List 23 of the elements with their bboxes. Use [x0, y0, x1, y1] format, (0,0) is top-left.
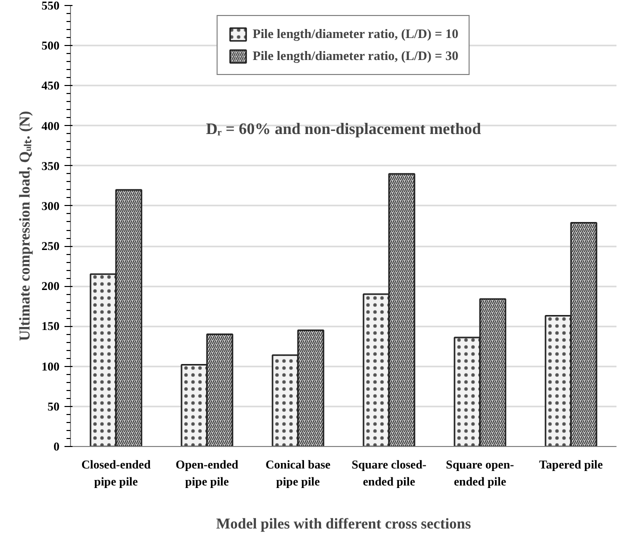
x-axis-title: Model piles with different cross sections — [216, 516, 472, 532]
y-tick-label: 500 — [42, 38, 60, 53]
x-tick-label: Open-ended pipe pile — [176, 458, 239, 488]
y-tick-label: 350 — [42, 158, 60, 173]
annotation: Dᵣ = 60% and non-displacement method — [206, 120, 482, 138]
x-tick-label: Conical base pipe pile — [266, 458, 332, 488]
y-tick-label: 0 — [54, 440, 60, 454]
y-tick-label: 250 — [42, 239, 60, 254]
x-tick-label: Tapered pile — [539, 458, 604, 472]
y-axis-title: Ultimate compression load, Qᵤₗₜ. (N) — [18, 111, 34, 341]
y-tick-label: 300 — [42, 198, 60, 213]
y-tick-label: 150 — [42, 319, 60, 334]
y-tick-label: 200 — [42, 279, 60, 294]
y-tick-label: 400 — [42, 118, 60, 133]
x-tick-label: Square closed- ended pile — [352, 458, 426, 488]
legend-label: Pile length/diameter ratio, (L/D) = 10 — [252, 26, 458, 42]
x-tick-label: Square open- ended pile — [446, 458, 514, 488]
y-tick-label: 450 — [42, 78, 60, 93]
x-tick-label: Closed-ended pipe pile — [81, 458, 151, 488]
y-tick-label: 100 — [42, 359, 60, 374]
y-tick-label: 50 — [48, 399, 60, 414]
legend-label: Pile length/diameter ratio, (L/D) = 30 — [252, 48, 458, 64]
y-tick-label: 550 — [42, 0, 60, 12]
